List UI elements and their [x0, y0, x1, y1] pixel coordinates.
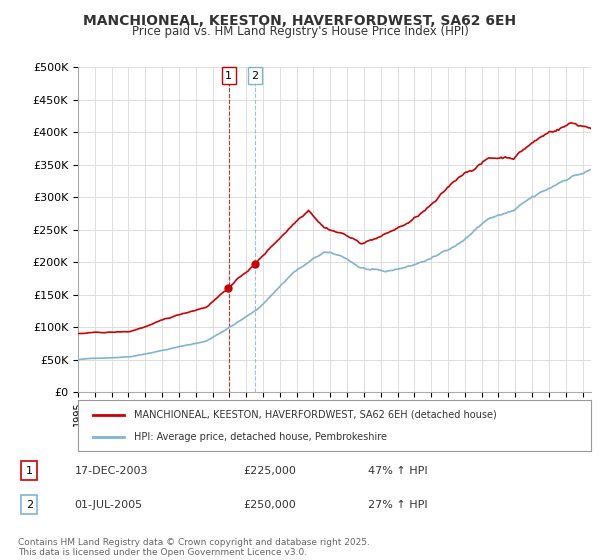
- Text: MANCHIONEAL, KEESTON, HAVERFORDWEST, SA62 6EH: MANCHIONEAL, KEESTON, HAVERFORDWEST, SA6…: [83, 14, 517, 28]
- Text: 2: 2: [251, 71, 258, 81]
- Text: £250,000: £250,000: [244, 500, 296, 510]
- Text: MANCHIONEAL, KEESTON, HAVERFORDWEST, SA62 6EH (detached house): MANCHIONEAL, KEESTON, HAVERFORDWEST, SA6…: [134, 409, 497, 419]
- Text: Price paid vs. HM Land Registry's House Price Index (HPI): Price paid vs. HM Land Registry's House …: [131, 25, 469, 38]
- Text: Contains HM Land Registry data © Crown copyright and database right 2025.
This d: Contains HM Land Registry data © Crown c…: [18, 538, 370, 557]
- Text: 2: 2: [26, 500, 33, 510]
- Text: 1: 1: [225, 71, 232, 81]
- Text: 1: 1: [26, 465, 33, 475]
- Text: HPI: Average price, detached house, Pembrokeshire: HPI: Average price, detached house, Pemb…: [134, 432, 388, 442]
- Text: 47% ↑ HPI: 47% ↑ HPI: [368, 465, 427, 475]
- Text: 01-JUL-2005: 01-JUL-2005: [74, 500, 143, 510]
- Text: £225,000: £225,000: [244, 465, 296, 475]
- Text: 17-DEC-2003: 17-DEC-2003: [74, 465, 148, 475]
- Text: 27% ↑ HPI: 27% ↑ HPI: [368, 500, 427, 510]
